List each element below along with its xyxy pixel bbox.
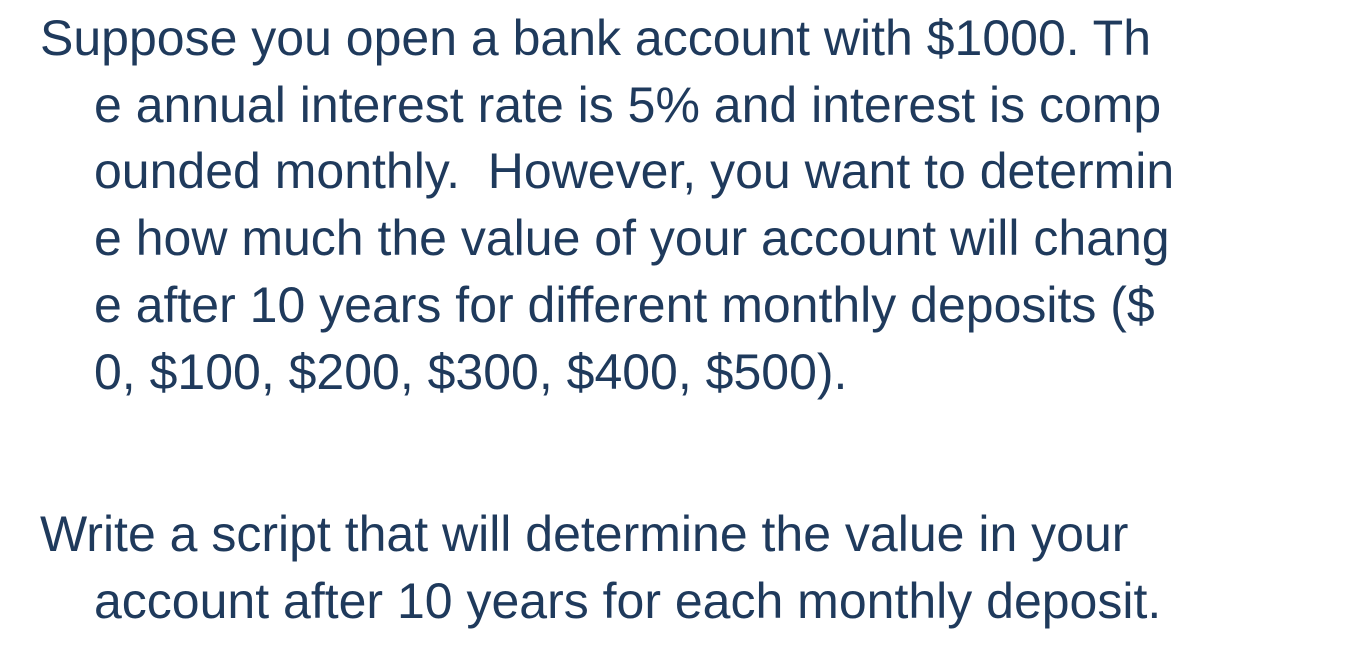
text-line: 0, $100, $200, $300, $400, $500). <box>94 344 848 400</box>
text-line: ounded monthly. However, you want to det… <box>94 143 1175 199</box>
text-line: Suppose you open a bank account with $10… <box>40 10 1152 66</box>
text-line: e annual interest rate is 5% and interes… <box>94 77 1162 133</box>
text-line: e how much the value of your account wil… <box>94 210 1170 266</box>
text-line: account after 10 years for each monthly … <box>94 573 1162 629</box>
text-line: e after 10 years for different monthly d… <box>94 277 1155 333</box>
text-line: Write a script that will determine the v… <box>40 506 1129 562</box>
